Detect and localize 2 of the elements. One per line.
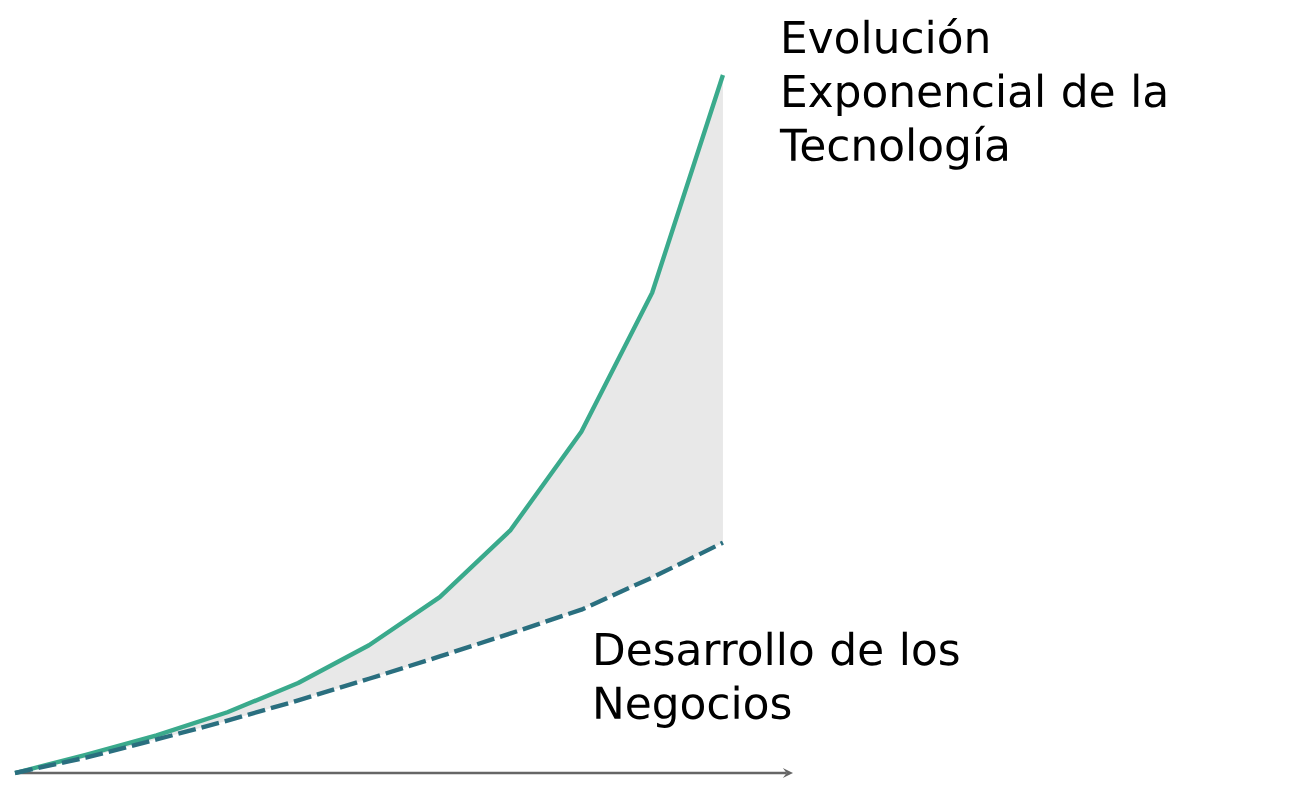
- series-label: Evolución Exponencial de la Tecnología: [779, 18, 1166, 170]
- series-label: Desarrollo de los Negocios: [596, 631, 959, 728]
